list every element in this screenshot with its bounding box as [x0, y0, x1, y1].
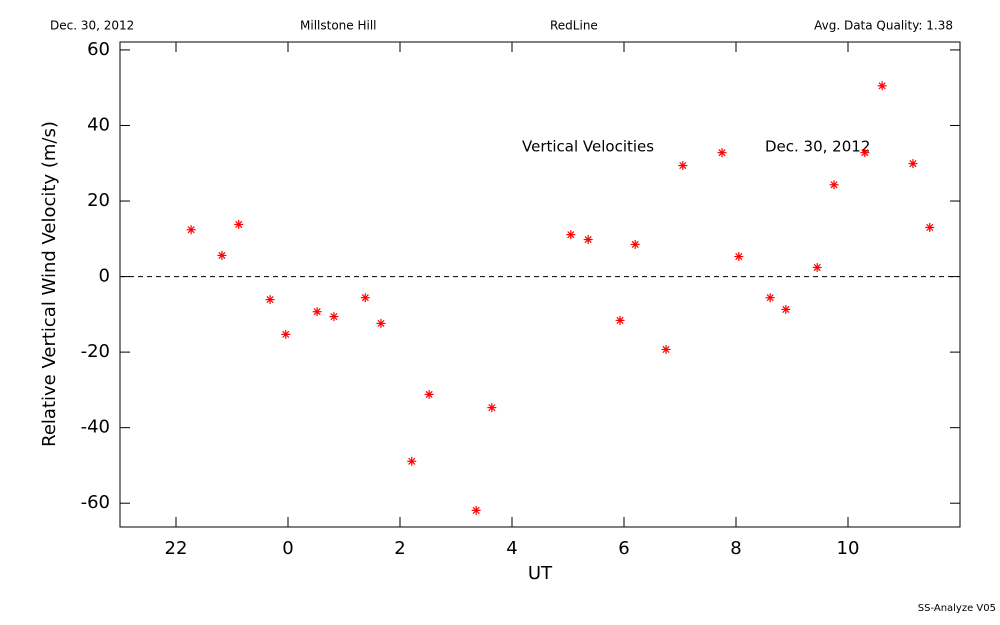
x-tick-label: 8 [730, 538, 741, 559]
y-axis-label: Relative Vertical Wind Velocity (m/s) [39, 121, 60, 447]
data-point [360, 293, 370, 303]
data-point [487, 403, 497, 413]
data-point [765, 293, 775, 303]
x-tick-label: 4 [506, 538, 517, 559]
data-point [471, 505, 481, 515]
x-tick-label: 10 [837, 538, 860, 559]
y-tick-label: 0 [99, 266, 110, 287]
y-tick-label: 20 [87, 190, 110, 211]
header-date: Dec. 30, 2012 [50, 19, 134, 33]
annotation: Vertical Velocities [522, 138, 654, 156]
header-instrument: RedLine [550, 19, 598, 33]
data-point [583, 235, 593, 245]
y-tick-label: 40 [87, 114, 110, 135]
y-tick-label: -40 [81, 417, 110, 438]
data-point [234, 219, 244, 229]
footer: SS-Analyze V05 [918, 603, 996, 614]
data-point [265, 295, 275, 305]
x-tick-label: 22 [165, 538, 188, 559]
x-tick-label: 6 [618, 538, 629, 559]
annotation: Dec. 30, 2012 [765, 138, 870, 156]
x-axis-label: UT [528, 563, 553, 584]
data-point [186, 225, 196, 235]
data-point [407, 456, 417, 466]
data-point [566, 230, 576, 240]
data-point [217, 250, 227, 260]
data-point [329, 312, 339, 322]
plot-frame [119, 41, 961, 528]
data-point [829, 180, 839, 190]
x-tick-label: 0 [282, 538, 293, 559]
data-point [860, 148, 870, 158]
data-point [661, 344, 671, 354]
x-tick-label: 2 [394, 538, 405, 559]
data-point [877, 81, 887, 91]
data-point [717, 148, 727, 158]
data-point [312, 307, 322, 317]
data-point [615, 315, 625, 325]
y-tick-label: 60 [87, 39, 110, 60]
data-point [781, 304, 791, 314]
y-tick-label: -20 [81, 341, 110, 362]
data-point [734, 252, 744, 262]
data-point [424, 389, 434, 399]
data-point [812, 263, 822, 273]
data-point [925, 222, 935, 232]
data-point [908, 159, 918, 169]
data-point [376, 318, 386, 328]
data-point [630, 239, 640, 249]
header-site: Millstone Hill [300, 19, 376, 33]
header-quality: Avg. Data Quality: 1.38 [814, 19, 953, 33]
data-point [281, 329, 291, 339]
y-tick-label: -60 [81, 492, 110, 513]
data-point [678, 161, 688, 171]
